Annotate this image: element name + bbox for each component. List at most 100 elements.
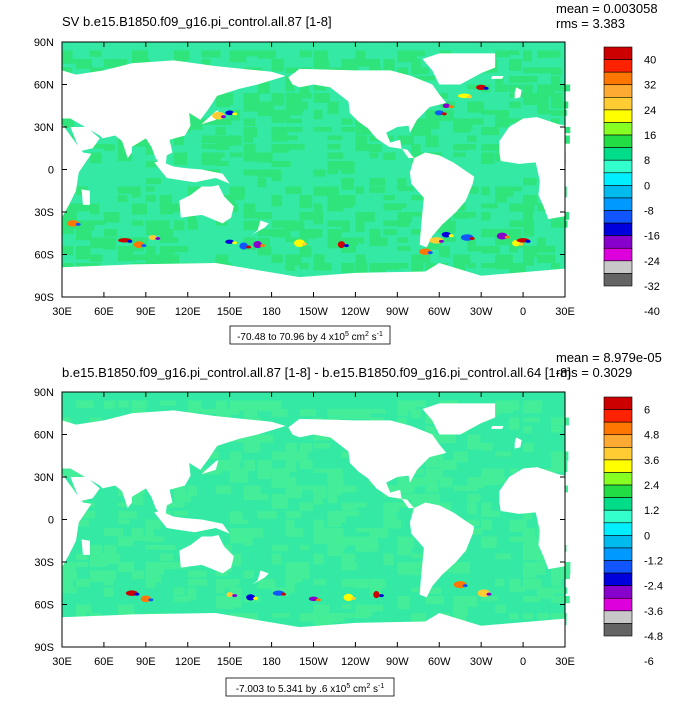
colorbar-swatch [603,396,633,410]
field-patch [201,50,221,58]
field-patch [299,485,315,490]
colorbar-label: 2.4 [644,480,659,492]
field-patch [425,460,439,468]
field-patch [551,587,568,594]
field-patch [383,229,397,236]
extreme-value-blob [253,241,262,249]
field-patch [327,237,344,249]
extreme-value-blob [281,592,287,596]
field-patch [411,212,422,217]
field-patch [397,400,417,412]
field-patch [159,203,175,215]
y-tick-label: 90S [34,292,54,304]
field-patch [467,494,481,502]
field-patch [271,144,289,153]
field-patch [411,144,421,156]
field-patch [495,237,513,246]
field-patch [89,545,103,555]
extreme-value-blob [140,595,152,603]
field-patch [257,101,274,111]
field-patch [145,579,156,589]
field-patch [103,553,120,564]
colorbar-swatch [603,572,633,586]
field-patch [523,579,541,590]
field-patch [243,536,253,546]
field-patch [299,562,310,573]
field-patch [383,263,399,270]
extreme-value-blob [225,239,235,244]
land-north-america [288,418,447,509]
extreme-value-blob [343,244,349,248]
field-patch [355,135,367,148]
field-patch [271,161,291,167]
field-patch [313,579,327,586]
x-tick-label: 30W [470,306,493,318]
field-patch [159,246,175,255]
field-patch [131,203,147,215]
extreme-value-blob [155,237,161,240]
field-patch [89,152,102,164]
field-patch [75,604,91,613]
field-patch [523,570,536,579]
field-patch [453,604,468,617]
field-patch [229,400,246,411]
field-patch [537,562,546,575]
extreme-value-blob [75,222,81,226]
field-patch [551,570,570,580]
field-patch [509,50,520,55]
field-patch [481,246,500,254]
field-patch [313,443,331,449]
field-patch [327,135,343,141]
field-patch [75,562,89,568]
field-patch [229,152,243,158]
field-patch [285,254,302,266]
field-patch [509,263,527,274]
field-patch [551,50,561,58]
field-patch [327,161,346,170]
field-patch [313,212,323,225]
colorbar-label: 0 [644,530,650,542]
field-patch [313,84,327,91]
x-tick-label: 120W [341,656,370,668]
field-patch [103,570,117,581]
field-patch [425,596,444,605]
field-patch [229,460,240,473]
field-patch [103,579,113,586]
x-tick-label: 180 [262,306,280,318]
extreme-value-blob [260,244,266,248]
field-patch [299,545,309,551]
field-patch [285,451,301,461]
field-patch [145,570,162,583]
field-patch [313,229,323,238]
x-tick-label: 30E [555,656,575,668]
field-patch [299,613,317,622]
field-patch [523,613,534,620]
field-patch [229,511,243,521]
colorbar-swatch [603,222,633,236]
y-tick-label: 90N [34,37,54,49]
field-patch [299,203,311,209]
field-patch [75,511,96,519]
colorbar-swatch [603,235,633,249]
field-patch [523,545,541,554]
field-patch [523,536,537,548]
extreme-value-blob [226,592,233,598]
field-patch [62,246,74,256]
land-antarctica [62,613,565,647]
field-patch [467,237,476,248]
field-patch [467,502,477,515]
field-patch [355,604,373,617]
panel-1-mean: mean = 0.003058 [556,1,658,16]
colorbar-swatch [603,409,633,423]
colorbar-swatch [603,509,633,524]
field-patch [257,460,273,469]
field-patch [341,613,359,618]
field-patch [551,417,569,426]
field-patch [397,545,411,556]
y-tick-label: 30N [34,472,54,484]
field-patch [523,511,533,520]
extreme-value-blob [127,239,133,243]
field-patch [495,604,507,613]
field-patch [481,229,499,238]
field-patch [271,195,283,207]
